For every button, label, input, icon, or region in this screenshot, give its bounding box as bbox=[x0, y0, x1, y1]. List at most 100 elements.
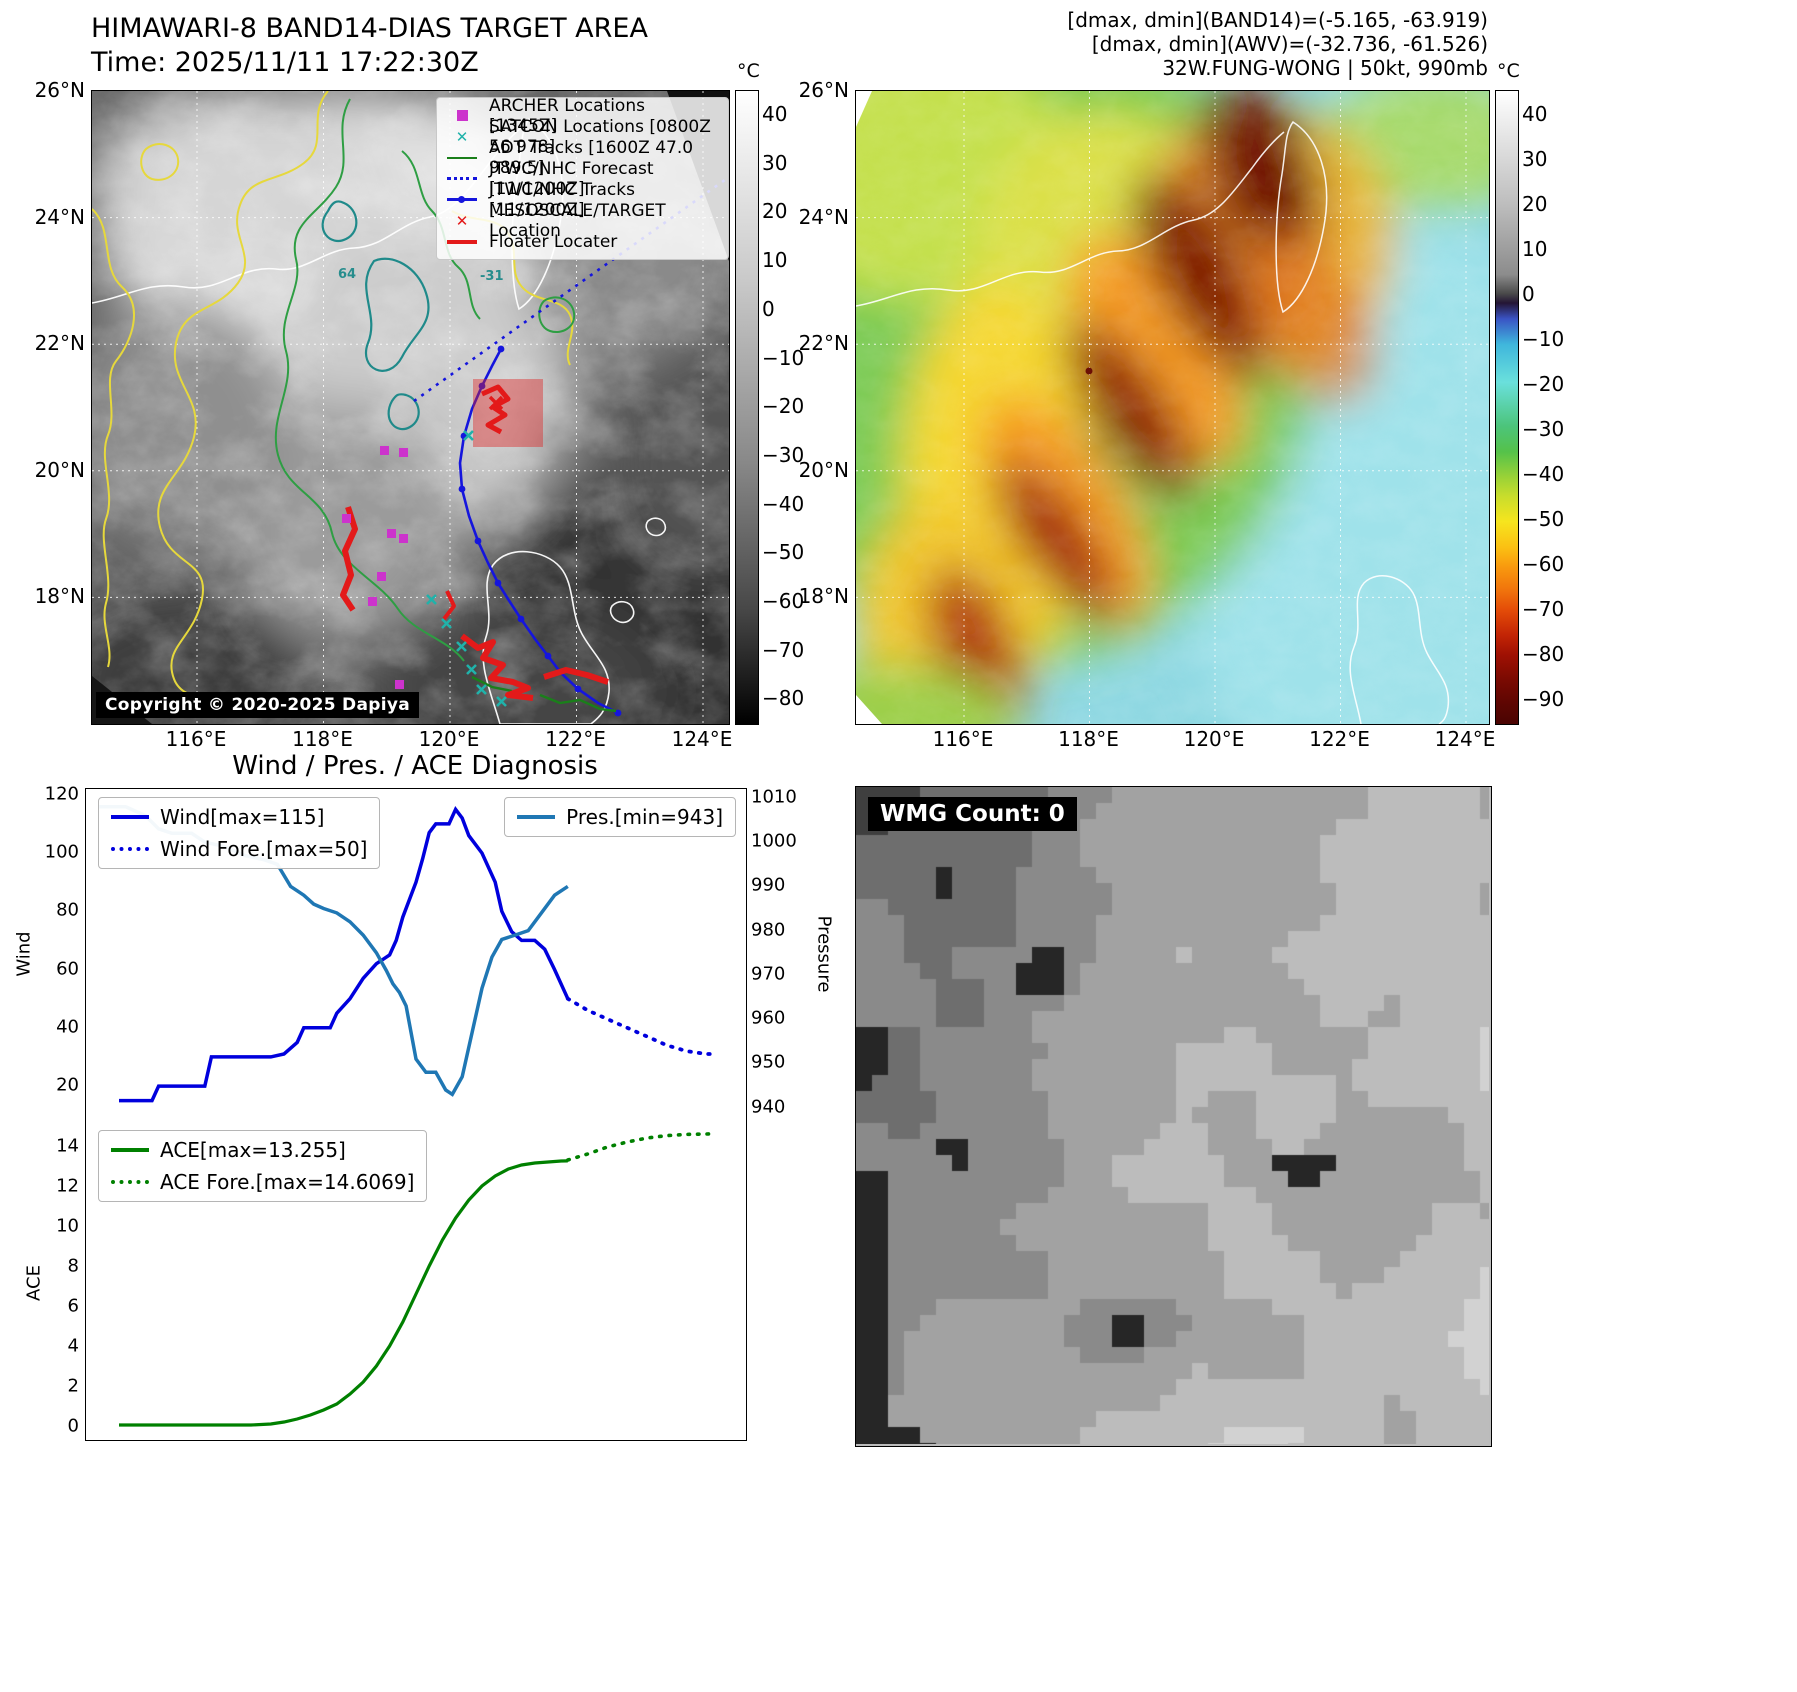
colorbar-tick: 40 bbox=[762, 102, 788, 126]
colorbar-tick: 40 bbox=[1522, 102, 1548, 126]
legend-item-label: MESOSCALE/TARGET Location bbox=[489, 200, 666, 241]
wind-legend-label: Wind[max=115] bbox=[160, 805, 325, 829]
wind-forecast-line-sample bbox=[111, 847, 149, 851]
ace-tick: 8 bbox=[67, 1255, 79, 1277]
ace-tick: 12 bbox=[56, 1175, 79, 1197]
colorbar-tick: 30 bbox=[1522, 147, 1548, 171]
legend-item: ADT Tracks [1600Z 47.0 989.5] bbox=[445, 138, 718, 178]
colorbar-tick: −70 bbox=[1522, 597, 1565, 621]
legend-item-label: JTWC/NHC Forecast [11/1200Z] bbox=[489, 158, 654, 199]
pressure-tick: 1010 bbox=[751, 786, 797, 808]
wmg-count-badge: WMG Count: 0 bbox=[868, 797, 1077, 831]
legend-item-label: ARCHER Locations [1345Z] bbox=[489, 95, 645, 136]
pressure-line-sample bbox=[517, 815, 556, 819]
band14-title: HIMAWARI-8 BAND14-DIAS TARGET AREA bbox=[91, 13, 648, 44]
wind-tick: 80 bbox=[56, 899, 79, 921]
legend-item: JTWC/NHC Tracks [11/1200Z] bbox=[445, 180, 718, 220]
colorbar-tick: 0 bbox=[1522, 282, 1535, 306]
pressure-tick: 1000 bbox=[751, 830, 797, 852]
wmg-image bbox=[856, 787, 1489, 1444]
colorbar-tick: 10 bbox=[762, 248, 788, 273]
legend-item: ARCHER Locations [1345Z] bbox=[445, 96, 718, 136]
band14-colorbar-unit: °C bbox=[737, 60, 760, 82]
ace-legend-label: ACE[max=13.255] bbox=[160, 1138, 346, 1162]
awv-satellite-image bbox=[856, 91, 1489, 724]
band14-map-legend: ARCHER Locations [1345Z]SATCON Locations… bbox=[436, 96, 729, 260]
lat-tick: 18°N bbox=[798, 584, 849, 609]
lon-tick: 120°E bbox=[1183, 727, 1245, 751]
lat-tick: 22°N bbox=[798, 331, 849, 356]
square-magenta-marker bbox=[445, 108, 479, 124]
adt-track bbox=[471, 675, 617, 713]
colorbar-tick: 30 bbox=[762, 150, 788, 175]
jtwc-track-dots bbox=[458, 345, 622, 717]
colorbar-tick: −70 bbox=[762, 637, 805, 662]
colorbar-tick: −90 bbox=[1522, 687, 1565, 711]
wind-tick: 60 bbox=[56, 958, 79, 980]
lat-tick: 24°N bbox=[34, 204, 85, 229]
colorbar-tick: −40 bbox=[1522, 462, 1565, 486]
legend-item-label: ADT Tracks [1600Z 47.0 989.5] bbox=[489, 137, 694, 178]
jtwc-forecast-line bbox=[413, 175, 729, 403]
wind-forecast-legend-label: Wind Fore.[max=50] bbox=[160, 837, 368, 861]
legend-item-label: JTWC/NHC Tracks [11/1200Z] bbox=[489, 179, 635, 220]
lat-tick: 26°N bbox=[798, 78, 849, 102]
contour-label: -31 bbox=[480, 269, 504, 284]
wind-tick: 20 bbox=[56, 1074, 79, 1096]
pressure-tick: 940 bbox=[751, 1096, 786, 1118]
colorbar-tick: −20 bbox=[1522, 372, 1565, 396]
ACE[max=13.255] bbox=[119, 1159, 568, 1427]
line-red-marker bbox=[445, 234, 479, 250]
colorbar-tick: −10 bbox=[762, 345, 805, 370]
pressure-tick: 980 bbox=[751, 919, 786, 941]
lon-tick: 116°E bbox=[932, 727, 994, 751]
wind-legend: Wind[max=115] Wind Fore.[max=50] bbox=[98, 797, 381, 869]
line-green-marker bbox=[445, 150, 479, 166]
legend-item: Wind Fore.[max=50] bbox=[111, 837, 367, 861]
wind-tick: 40 bbox=[56, 1016, 79, 1038]
colorbar-tick: 20 bbox=[1522, 192, 1548, 216]
lon-tick: 116°E bbox=[165, 727, 227, 751]
wind-tick: 100 bbox=[44, 841, 79, 863]
legend-item: ACE[max=13.255] bbox=[111, 1138, 414, 1162]
pressure-tick: 950 bbox=[751, 1051, 786, 1073]
copyright-badge: Copyright © 2020-2025 Dapiya bbox=[96, 692, 419, 718]
ace-line-sample bbox=[111, 1148, 149, 1152]
ace-forecast-line-sample bbox=[111, 1180, 149, 1184]
band14-title-block: HIMAWARI-8 BAND14-DIAS TARGET AREA Time:… bbox=[91, 12, 648, 80]
legend-item: Pres.[min=943] bbox=[517, 805, 723, 829]
ace-tick: 10 bbox=[56, 1215, 79, 1237]
legend-item: SATCON Locations [0800Z 56 978] bbox=[445, 117, 718, 157]
pressure-axis-label: Pressure bbox=[813, 915, 835, 993]
pressure-tick: 970 bbox=[751, 963, 786, 985]
storm-id-line: 32W.FUNG-WONG | 50kt, 990mb bbox=[1162, 56, 1488, 80]
legend-item: JTWC/NHC Forecast [11/1200Z] bbox=[445, 159, 718, 199]
lon-tick: 124°E bbox=[671, 727, 733, 751]
lon-tick: 122°E bbox=[545, 727, 606, 751]
linedot-blue-marker bbox=[445, 192, 479, 208]
target-area-box bbox=[473, 379, 543, 447]
ace-tick: 0 bbox=[67, 1415, 79, 1437]
colorbar-tick: −50 bbox=[1522, 507, 1565, 531]
legend-item: Floater Locater bbox=[445, 231, 718, 252]
lon-tick: 120°E bbox=[418, 727, 480, 751]
Wind Fore.[max=50] bbox=[565, 996, 719, 1056]
ace-axis-label: ACE bbox=[23, 1265, 45, 1301]
lat-tick: 24°N bbox=[798, 204, 849, 229]
awv-header: [dmax, dmin](BAND14)=(-5.165, -63.919) [… bbox=[1067, 8, 1488, 80]
colorbar-tick: −40 bbox=[762, 491, 805, 516]
pressure-tick: 990 bbox=[751, 874, 786, 896]
lon-tick: 118°E bbox=[1058, 727, 1119, 751]
x-teal-marker bbox=[445, 129, 479, 145]
colorbar-tick: 20 bbox=[762, 199, 788, 224]
mesoscale-target-x bbox=[488, 395, 504, 411]
awv-map bbox=[855, 90, 1490, 725]
ace-chart: ACE[max=13.255] ACE Fore.[max=14.6069] bbox=[85, 1120, 747, 1441]
ace-forecast-legend-label: ACE Fore.[max=14.6069] bbox=[160, 1170, 415, 1194]
colorbar-tick: −30 bbox=[762, 442, 805, 467]
legend-item-label: Floater Locater bbox=[489, 231, 618, 252]
lat-tick: 26°N bbox=[34, 78, 85, 102]
wind-axis-label: Wind bbox=[13, 931, 35, 977]
wmg-panel: WMG Count: 0 bbox=[855, 786, 1492, 1447]
